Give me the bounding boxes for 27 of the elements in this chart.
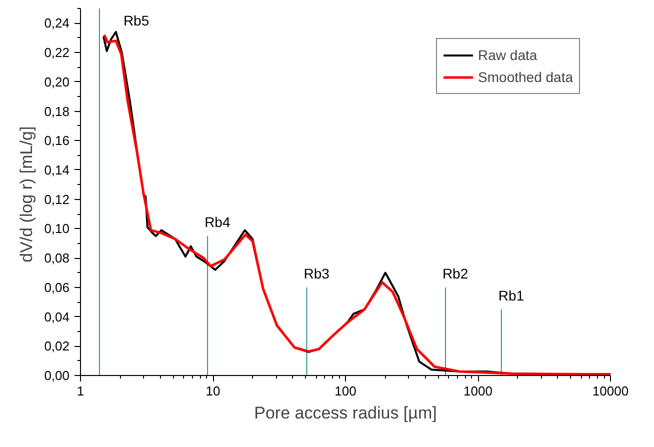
y-tick-label: 0,24 [44, 16, 70, 31]
y-tick-label: 0,04 [44, 309, 70, 324]
y-tick-label: 0,18 [44, 104, 70, 119]
annotation: Rb4 [204, 214, 230, 230]
y-tick-label: 0,06 [44, 280, 70, 295]
x-tick-label: 10000 [592, 384, 629, 398]
y-tick-label: 0,02 [44, 338, 70, 354]
y-tick-label: 0,22 [44, 45, 70, 60]
y-tick-label: 0,12 [44, 192, 70, 207]
x-tick-label: 10 [206, 384, 220, 398]
annotation: Rb3 [304, 265, 330, 282]
x-tick-label: 1000 [464, 384, 492, 398]
y-tick-label: 0,10 [44, 221, 70, 236]
x-tick-label: 100 [334, 384, 356, 398]
x-axis-title: Pore access radius [µm] [254, 404, 437, 422]
annotation: Rb1 [498, 287, 524, 304]
legend-label: Smoothed data [478, 69, 573, 85]
legend-label: Raw data [478, 47, 538, 63]
y-tick-label: 0,20 [44, 74, 70, 90]
y-tick-label: 0,16 [44, 133, 70, 148]
x-tick-label: 1 [76, 384, 84, 398]
annotation: Rb5 [123, 12, 150, 28]
y-tick-label: 0,14 [44, 162, 70, 178]
y-tick-label: 0,08 [44, 250, 70, 266]
annotation: Rb2 [442, 265, 468, 282]
y-tick-label: 0,00 [44, 368, 70, 383]
y-axis-title: dV/d (log r) [mL/g] [17, 126, 36, 262]
